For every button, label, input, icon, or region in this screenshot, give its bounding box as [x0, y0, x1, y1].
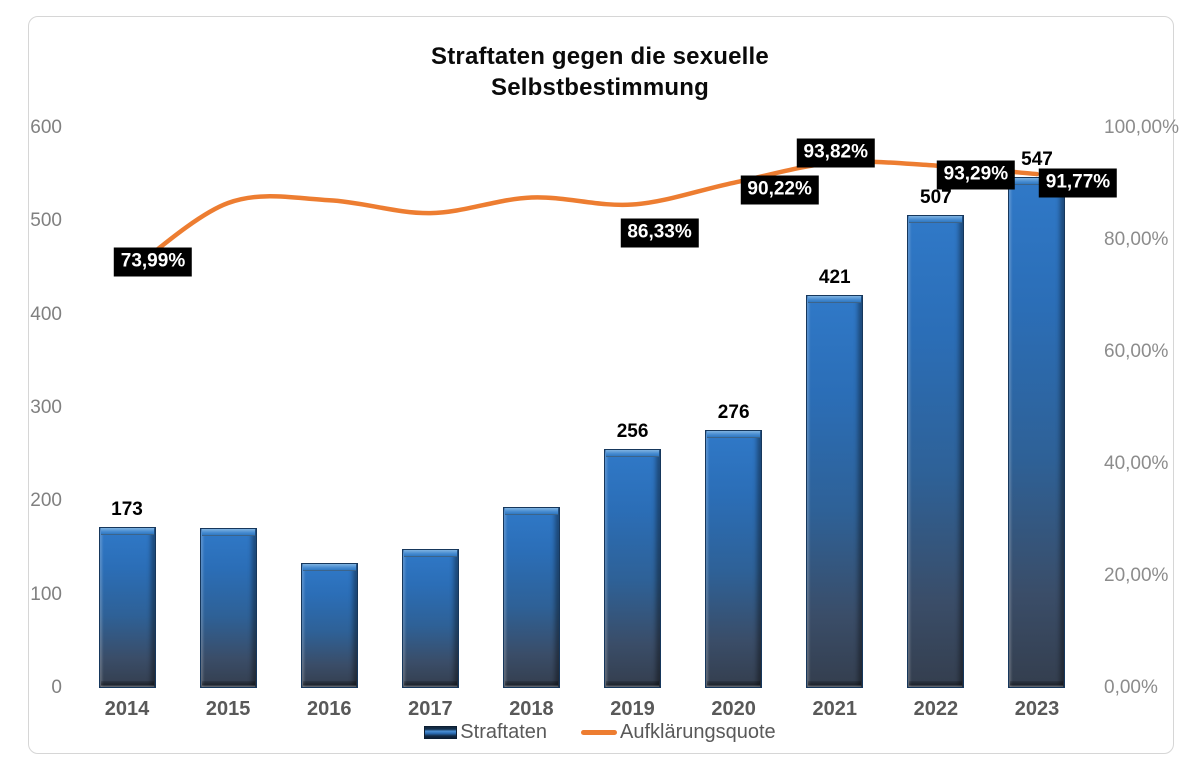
bar-top-bevel [201, 529, 255, 537]
bar-top-bevel [707, 431, 761, 439]
bar-bottom-bevel [909, 680, 963, 687]
bar-top-bevel [606, 450, 660, 458]
bar-2020 [705, 430, 763, 688]
left-axis-tick-0: 0 [51, 677, 62, 698]
bar-value-label-2020: 276 [717, 402, 750, 424]
legend-item-aufklaerungsquote: Aufklärungsquote [581, 721, 776, 744]
line-value-label-2023: 91,77% [1038, 168, 1118, 198]
chart-title: Straftaten gegen die sexuelle Selbstbest… [0, 41, 1200, 103]
bar-2014 [98, 526, 156, 688]
x-axis-label-2019: 2019 [610, 698, 655, 720]
bar-2015 [199, 528, 257, 688]
x-axis-label-2014: 2014 [104, 698, 150, 720]
bar-bottom-bevel [606, 680, 660, 687]
bar-top-bevel [808, 296, 862, 304]
legend-item-straftaten: Straftaten [424, 721, 547, 744]
x-axis-label-2023: 2023 [1014, 698, 1060, 720]
bar-top-bevel [100, 527, 154, 535]
bar-bottom-bevel [201, 680, 255, 687]
bar-value-label-2022: 507 [920, 186, 952, 208]
bar-bottom-bevel [504, 680, 558, 687]
bar-2017 [401, 548, 459, 688]
bar-bottom-bevel [302, 680, 356, 687]
legend-label-straftaten: Straftaten [460, 720, 548, 743]
bar-2022 [907, 214, 965, 688]
chart-title-line-1: Straftaten gegen die sexuelle [431, 43, 769, 70]
x-axis-label-2015: 2015 [205, 698, 251, 720]
legend: Straftaten Aufklärungsquote [0, 717, 1200, 747]
bar-bottom-bevel [808, 680, 862, 687]
bar-value-label-2019: 256 [616, 421, 649, 443]
right-axis-tick-20: 20,00% [1104, 565, 1169, 586]
line-value-label-2022: 93,29% [936, 160, 1016, 190]
bar-top-bevel [909, 215, 963, 223]
x-axis-label-2020: 2020 [711, 698, 756, 720]
bar-2016 [300, 562, 358, 688]
left-axis-tick-600: 600 [30, 117, 62, 138]
left-axis-tick-400: 400 [30, 303, 62, 325]
bar-2023 [1008, 177, 1066, 688]
x-axis-label-2016: 2016 [306, 698, 352, 720]
left-axis-tick-100: 100 [30, 583, 62, 605]
left-axis-tick-200: 200 [30, 490, 62, 512]
right-axis-tick-80: 80,00% [1104, 229, 1169, 250]
left-axis-tick-500: 500 [30, 210, 62, 232]
bar-bottom-bevel [707, 680, 761, 687]
bar-series-swatch-icon [424, 725, 458, 739]
line-series-swatch-icon [581, 729, 618, 735]
legend-label-aufklaerungsquote: Aufklärungsquote [620, 720, 776, 743]
line-value-label-2014: 73,99% [113, 247, 193, 277]
bar-value-label-2021: 421 [818, 267, 851, 289]
bar-top-bevel [504, 507, 558, 515]
right-axis-tick-100: 100,00% [1104, 117, 1180, 138]
right-axis-tick-40: 40,00% [1104, 453, 1169, 474]
bar-top-bevel [403, 549, 457, 557]
bar-top-bevel [302, 563, 356, 571]
line-value-label-2019: 86,33% [620, 218, 699, 248]
right-axis-tick-60: 60,00% [1104, 341, 1169, 362]
x-axis-label-2018: 2018 [509, 698, 554, 720]
bar-bottom-bevel [1010, 680, 1064, 687]
chart-title-line-2: Selbstbestimmung [491, 74, 709, 101]
left-axis-tick-300: 300 [30, 397, 62, 418]
x-axis-label-2022: 2022 [913, 698, 959, 720]
bar-bottom-bevel [100, 680, 154, 687]
bar-2018 [502, 506, 560, 688]
bar-bottom-bevel [403, 680, 457, 687]
x-axis-label-2021: 2021 [812, 698, 858, 720]
bar-2021 [806, 295, 864, 688]
right-axis-tick-0: 0,00% [1104, 677, 1158, 698]
x-axis-label-2017: 2017 [408, 698, 453, 720]
bar-2019 [604, 449, 662, 688]
line-value-label-2021: 93,82% [796, 138, 875, 168]
bar-value-label-2014: 173 [111, 498, 143, 520]
line-value-label-2020: 90,22% [740, 175, 819, 205]
